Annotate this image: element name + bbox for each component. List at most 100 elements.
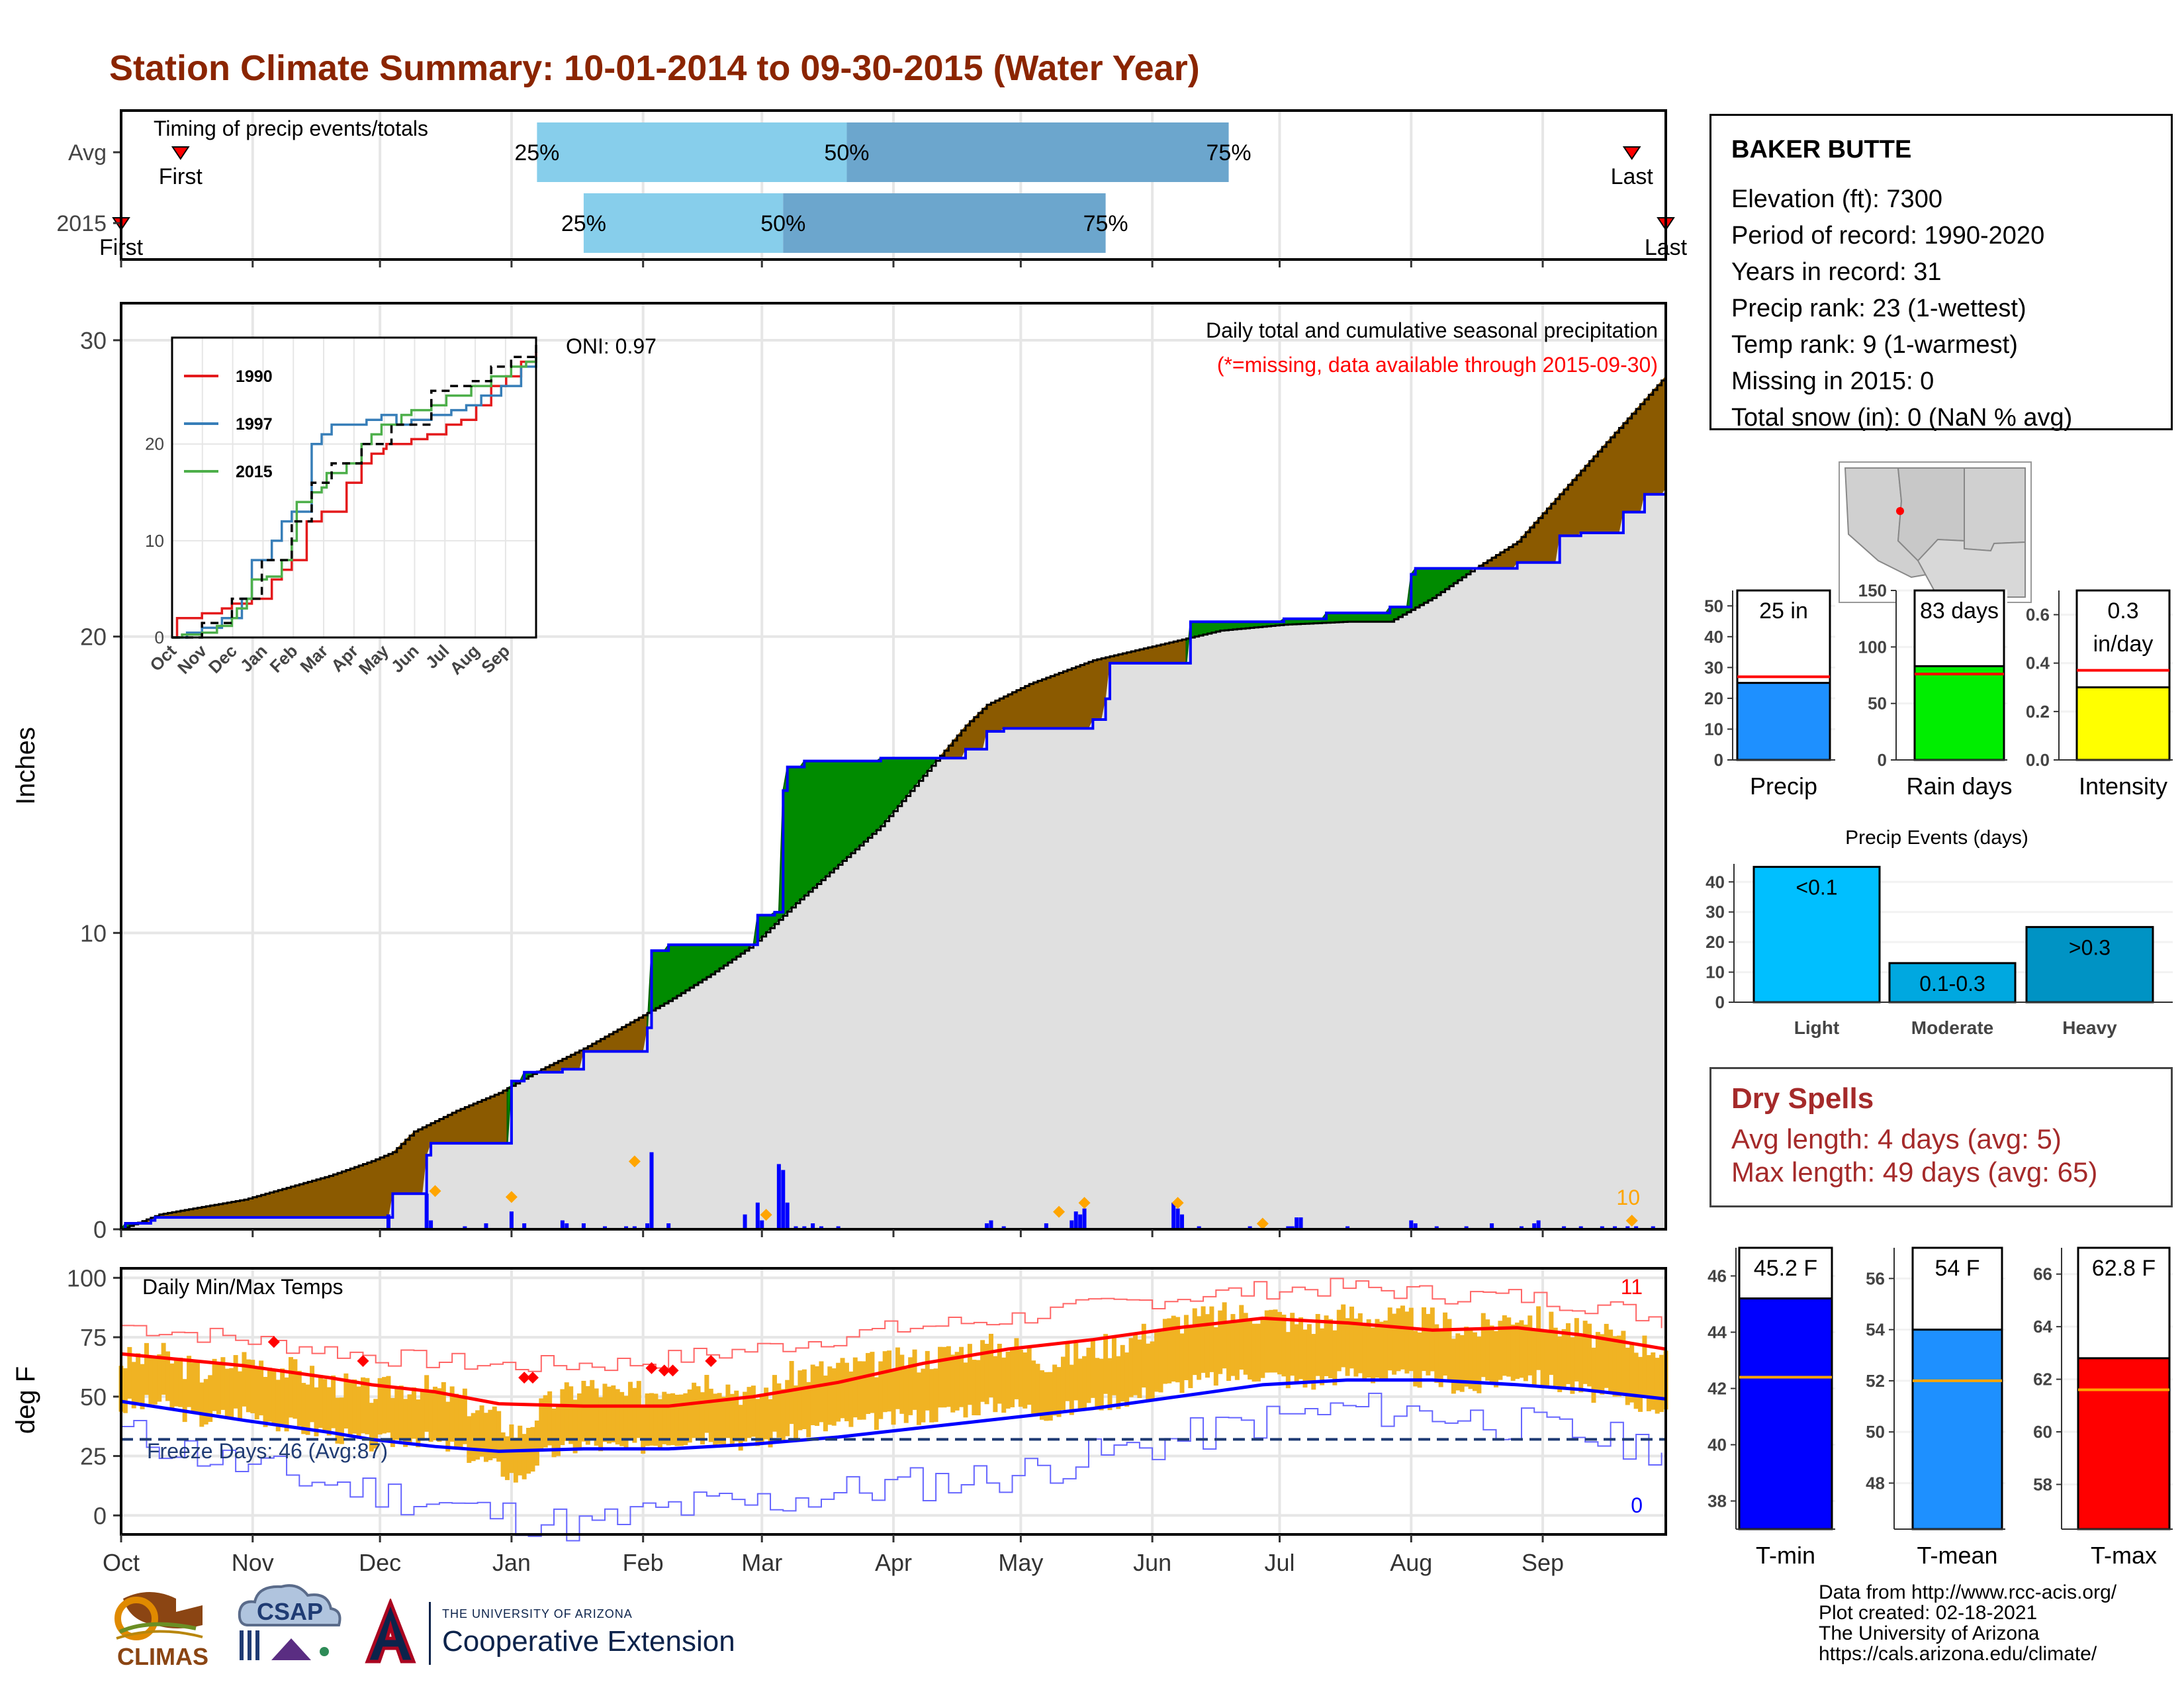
tmax-bar-ytick-label: 60 xyxy=(2033,1422,2052,1442)
daily-precip-bar xyxy=(463,1226,467,1229)
daily-temp-bar xyxy=(1086,1347,1091,1403)
daily-temp-bar xyxy=(513,1437,518,1483)
daily-temp-bar xyxy=(980,1340,985,1402)
daily-temp-bar xyxy=(534,1420,539,1466)
daily-precip-bar xyxy=(424,1194,429,1229)
month-label: Jan xyxy=(492,1549,531,1576)
daily-precip-bar xyxy=(1625,1226,1630,1229)
daily-precip-bar xyxy=(1082,1208,1087,1229)
precip-ytick-label: 30 xyxy=(80,327,107,354)
daily-temp-bar xyxy=(801,1369,807,1429)
daily-temp-bar xyxy=(1480,1313,1486,1378)
daily-temp-bar xyxy=(1549,1311,1554,1375)
daily-temp-bar xyxy=(743,1391,748,1442)
daily-temp-bar xyxy=(641,1405,646,1454)
ua-logo xyxy=(361,1597,420,1671)
daily-temp-bar xyxy=(1090,1340,1095,1398)
daily-temp-bar xyxy=(1324,1315,1329,1376)
daily-temp-bar xyxy=(764,1387,769,1440)
daily-temp-bar xyxy=(322,1379,328,1430)
daily-temp-bar xyxy=(551,1408,557,1458)
daily-temp-bar xyxy=(144,1342,149,1395)
daily-temp-bar xyxy=(233,1355,238,1409)
daily-temp-bar xyxy=(1430,1307,1435,1372)
daily-temp-bar xyxy=(1519,1320,1524,1378)
precip-chart: 0 10 20 30 Daily total and cumulative season… xyxy=(11,302,1667,1243)
daily-temp-bar xyxy=(1010,1350,1015,1407)
daily-temp-bar xyxy=(988,1333,993,1397)
daily-temp-bar xyxy=(1226,1321,1232,1382)
daily-temp-bar xyxy=(572,1399,578,1454)
daily-temp-bar xyxy=(1311,1334,1316,1390)
daily-precip-bar xyxy=(649,1152,654,1229)
daily-precip-bar xyxy=(1073,1211,1078,1229)
inset-legend-label: 1990 xyxy=(236,367,273,386)
daily-precip-bar xyxy=(811,1223,815,1229)
daily-temp-bar xyxy=(1052,1364,1058,1416)
daily-temp-bar xyxy=(1341,1304,1346,1368)
daily-temp-bar xyxy=(1248,1320,1253,1380)
daily-temp-bar xyxy=(606,1386,612,1444)
daily-temp-bar xyxy=(131,1362,136,1409)
daily-temp-bar xyxy=(725,1384,731,1438)
daily-temp-bar xyxy=(229,1368,234,1417)
event-bar-light xyxy=(1752,866,1881,1004)
daily-temp-bar xyxy=(445,1401,451,1452)
daily-temp-bar xyxy=(870,1352,875,1413)
daily-temp-bar xyxy=(1035,1364,1040,1416)
tmax-bar-ytick-label: 64 xyxy=(2033,1317,2052,1336)
daily-temp-bar xyxy=(1447,1319,1452,1380)
daily-temp-bar xyxy=(577,1393,582,1450)
daily-temp-bar xyxy=(479,1405,484,1457)
daily-temp-bar xyxy=(1154,1330,1160,1392)
daily-temp-bar xyxy=(187,1356,192,1407)
daily-temp-bar xyxy=(152,1358,158,1405)
record-temp-marker xyxy=(658,1364,670,1377)
daily-temp-bar xyxy=(895,1347,900,1409)
dry-spells-box: Dry Spells Avg length: 4 days (avg: 5) M… xyxy=(1709,1067,2173,1207)
daily-precip-bar xyxy=(1600,1226,1604,1229)
daily-temp-bar xyxy=(1239,1305,1244,1370)
daily-temp-bar xyxy=(810,1364,815,1425)
daily-temp-bar xyxy=(1111,1335,1116,1395)
daily-precip-bar xyxy=(785,1202,790,1229)
extreme-precip-marker xyxy=(1078,1197,1091,1209)
daily-precip-bar xyxy=(760,1220,764,1229)
daily-temp-bar xyxy=(1234,1320,1240,1380)
daily-temp-bar xyxy=(1570,1337,1575,1394)
daily-temp-bar xyxy=(993,1356,998,1413)
rain-days-bar-ytick-label: 100 xyxy=(1858,637,1887,657)
tmax-bar-label: T-max xyxy=(2091,1542,2157,1569)
daily-temp-bar xyxy=(819,1361,824,1423)
precip-bar-ytick-label: 50 xyxy=(1704,596,1723,616)
daily-temp-bar xyxy=(1468,1329,1473,1389)
daily-temp-bar xyxy=(403,1399,408,1447)
daily-temp-bar xyxy=(1638,1356,1643,1412)
daily-temp-bar xyxy=(925,1350,930,1411)
record-high-line xyxy=(121,1278,1662,1372)
daily-temp-bar xyxy=(1651,1352,1656,1410)
events-ytick-label: 40 xyxy=(1706,872,1725,892)
daily-precip-bar xyxy=(1345,1226,1350,1229)
daily-temp-bar xyxy=(1612,1336,1617,1397)
daily-temp-bar xyxy=(794,1385,799,1441)
station-precip-rank: Precip rank: 23 (1-wettest) xyxy=(1731,295,2026,322)
daily-precip-bar xyxy=(1464,1226,1469,1229)
daily-temp-bar xyxy=(852,1357,858,1418)
daily-temp-bar xyxy=(751,1385,756,1437)
daily-temp-bar xyxy=(585,1386,590,1445)
daily-temp-bar xyxy=(747,1387,752,1438)
svg-text:CLIMAS: CLIMAS xyxy=(117,1643,208,1670)
extreme-precip-marker xyxy=(760,1209,772,1221)
daily-temp-bar xyxy=(416,1399,421,1448)
daily-temp-bar xyxy=(1485,1319,1490,1381)
daily-temp-bar xyxy=(394,1387,400,1440)
tmean-bar-label: T-mean xyxy=(1917,1542,1997,1569)
daily-temp-bar xyxy=(1260,1319,1265,1378)
daily-temp-bar xyxy=(1621,1331,1626,1394)
intensity-bar-value-label: 0.3 xyxy=(2107,598,2138,624)
daily-temp-bar xyxy=(305,1384,310,1435)
event-bar-heavy xyxy=(2025,925,2154,1004)
record-low-line xyxy=(121,1392,1662,1542)
